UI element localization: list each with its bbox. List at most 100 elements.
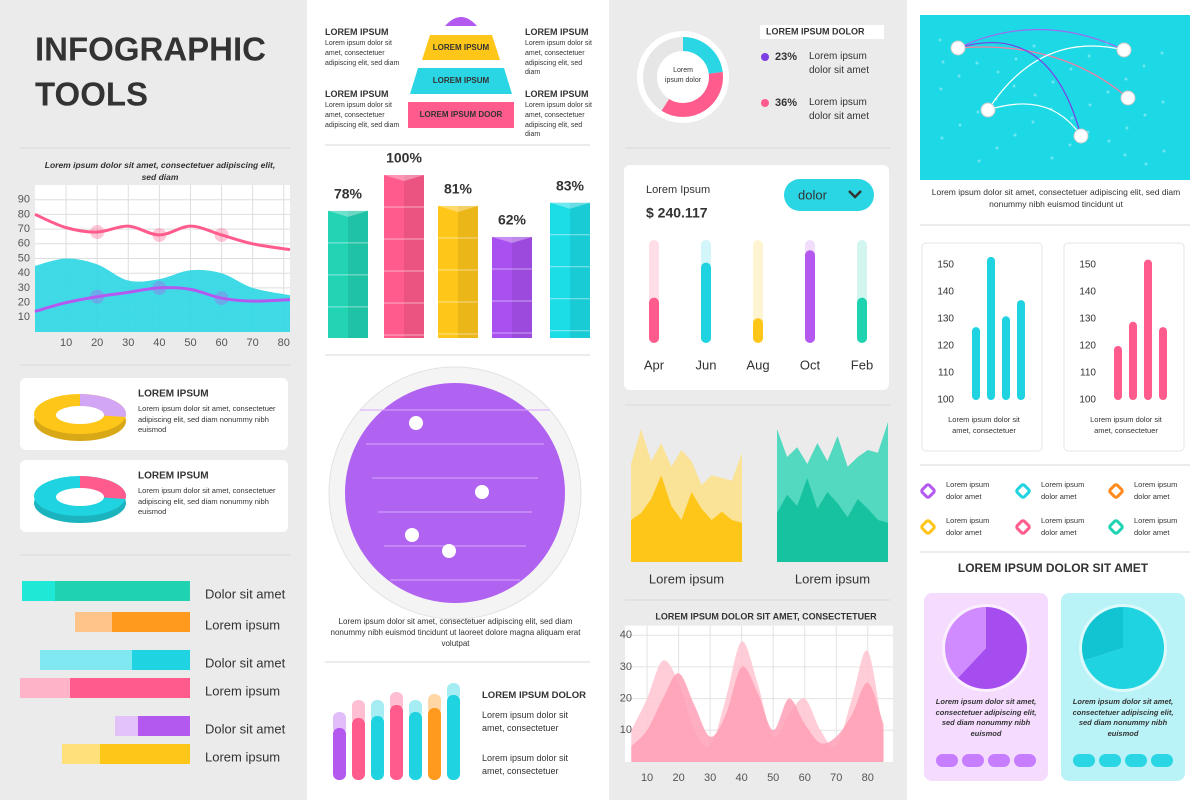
y-tick-label: 20 <box>620 693 632 705</box>
note-text: Lorem ipsum dolor sit amet, consectetuer… <box>525 102 592 139</box>
area-label: Lorem ipsum <box>649 571 724 586</box>
bar-segment <box>115 716 138 736</box>
icon-label: Lorem ipsum <box>946 480 989 489</box>
bar <box>550 202 590 338</box>
map-dot <box>1124 77 1128 81</box>
globe-pin <box>409 416 423 430</box>
x-tick-label: 20 <box>672 772 684 784</box>
note-text: Lorem ipsum dolor sit amet, consectetuer… <box>325 40 400 67</box>
donut-segment <box>682 37 723 75</box>
y-tick-label: 130 <box>937 314 954 325</box>
bar-segment <box>132 650 190 670</box>
value-label: 81% <box>444 181 473 197</box>
bar-track <box>753 240 763 343</box>
bar-cap <box>409 700 422 718</box>
globe-pin <box>442 544 456 558</box>
ring-hole <box>56 488 104 506</box>
icon <box>920 483 936 499</box>
chart-caption: Lorem ipsum dolor sit amet, consectetuer <box>1090 415 1162 435</box>
area <box>777 478 888 562</box>
page-title: INFOGRAPHIC <box>35 31 266 68</box>
chart-title: LOREM IPSUM DOLOR SIT AMET, CONSECTETUER <box>655 611 877 621</box>
y-tick-label: 130 <box>1079 314 1096 325</box>
x-tick-label: Apr <box>644 357 665 372</box>
icon-label: dolor amet <box>1041 492 1077 501</box>
donut-segment <box>661 71 723 117</box>
point <box>152 227 167 242</box>
bar-top <box>492 230 532 243</box>
pie-slice <box>1084 607 1164 689</box>
pyramid-label: LOREM IPSUM DOOR <box>420 110 503 119</box>
bar-segment <box>138 716 190 736</box>
page-title: TOOLS <box>35 76 148 113</box>
bar <box>1159 327 1167 400</box>
donut-center: Lorem ipsum dolor <box>664 67 702 84</box>
pie-slice <box>1082 607 1123 661</box>
icon-label: Lorem ipsum <box>946 516 989 525</box>
bar-segment <box>20 678 70 698</box>
bar <box>805 250 815 343</box>
donut-title: LOREM IPSUM DOLOR <box>766 26 865 36</box>
map-dot <box>1050 156 1054 160</box>
bar-segment <box>62 744 100 764</box>
y-tick-label: 30 <box>18 282 30 294</box>
map-dot <box>958 123 962 127</box>
bar-segment <box>55 581 190 601</box>
point <box>152 280 167 295</box>
map-dot <box>1143 113 1147 117</box>
bar <box>972 327 980 400</box>
bar-cap <box>447 683 460 701</box>
bar <box>753 318 763 343</box>
bar <box>1002 316 1010 400</box>
legend-dot <box>761 99 769 107</box>
bar <box>1129 321 1137 400</box>
y-tick-label: 50 <box>18 252 30 264</box>
pyramid-label: LOREM IPSUM <box>433 76 490 85</box>
map-route <box>957 28 1125 51</box>
pyramid-label: LOREM IPSUM <box>433 43 490 52</box>
y-tick-label: 30 <box>620 661 632 673</box>
point <box>90 289 105 304</box>
pill <box>1125 754 1147 767</box>
y-tick-label: 40 <box>620 629 632 641</box>
mini-note: Lorem ipsum dolor sit amet, consectetuer <box>482 710 569 733</box>
y-tick-label: 120 <box>937 341 954 352</box>
x-tick-label: 80 <box>862 772 874 784</box>
pyramid-tier <box>408 102 514 128</box>
y-tick-label: 140 <box>1079 287 1096 298</box>
bar-shade <box>512 236 532 338</box>
card-text: Lorem ipsum dolor sit amet, consectetuer… <box>138 404 276 434</box>
map-dot <box>1142 64 1146 68</box>
dropdown[interactable] <box>784 179 874 211</box>
x-tick-label: 10 <box>60 337 72 349</box>
chart-caption: Lorem ipsum dolor sit amet, consectetuer… <box>44 160 276 182</box>
card <box>1063 242 1185 452</box>
icon <box>1015 519 1031 535</box>
map-text: Lorem ipsum dolor sit amet, consectetuer… <box>931 187 1181 209</box>
map-route <box>987 45 1125 111</box>
map-pin <box>950 40 966 56</box>
globe <box>345 383 565 603</box>
dropdown-box <box>784 179 874 211</box>
bar-top <box>384 169 424 181</box>
note-title: LOREM IPSUM <box>525 27 589 37</box>
bar-top <box>438 199 478 212</box>
map-dot <box>1068 143 1072 147</box>
icon-label: Lorem ipsum <box>1041 516 1084 525</box>
x-tick-label: 10 <box>641 772 653 784</box>
bar-segment <box>112 612 190 632</box>
icon-label: Lorem ipsum <box>1134 516 1177 525</box>
bar <box>1017 300 1025 400</box>
bar-label: Dolor sit amet <box>205 586 286 601</box>
map-dot <box>1032 44 1036 48</box>
map-dot <box>1144 162 1148 166</box>
bar-top <box>328 204 368 217</box>
y-tick-label: 70 <box>18 223 30 235</box>
map-dot <box>976 110 980 114</box>
bar-label: Dolor sit amet <box>205 655 286 670</box>
map-dot <box>1014 57 1018 61</box>
title-bg <box>760 25 884 39</box>
icon-label: dolor amet <box>946 528 982 537</box>
note-text: Lorem ipsum dolor sit amet, consectetuer… <box>525 40 592 77</box>
map-pin <box>1120 90 1136 106</box>
